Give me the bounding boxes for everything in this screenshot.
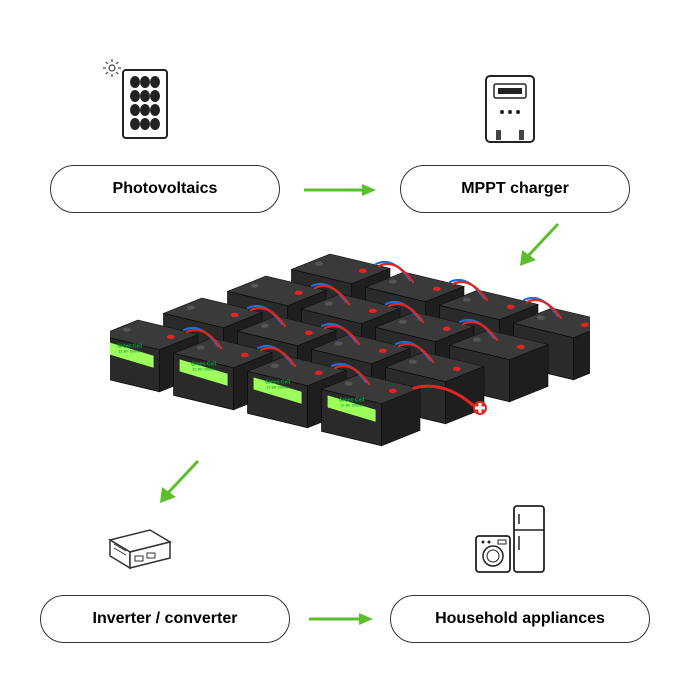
node-mppt-label: MPPT charger (461, 180, 569, 198)
svg-text:12.8V 200Ah: 12.8V 200Ah (340, 402, 363, 407)
mppt-charger-icon (480, 70, 540, 150)
arrow-bank-to-inverter (150, 455, 210, 510)
battery-bank: Green Cell12.8V 200AhGreen Cell12.8V 200… (110, 250, 590, 450)
svg-text:12.8V 200Ah: 12.8V 200Ah (118, 348, 141, 353)
solar-panel-icon (95, 55, 175, 150)
node-appliances: Household appliances (390, 595, 650, 643)
node-appliances-label: Household appliances (435, 610, 605, 628)
node-photovoltaics: Photovoltaics (50, 165, 280, 213)
inverter-icon (100, 520, 180, 575)
node-inverter: Inverter / converter (40, 595, 290, 643)
svg-text:12.8V 200Ah: 12.8V 200Ah (192, 366, 215, 371)
arrow-inverter-to-appliances (305, 609, 375, 629)
node-inverter-label: Inverter / converter (93, 610, 238, 628)
node-photovoltaics-label: Photovoltaics (113, 180, 218, 198)
svg-text:12.8V 200Ah: 12.8V 200Ah (266, 384, 289, 389)
arrow-pv-to-mppt (300, 180, 380, 200)
appliances-icon (470, 500, 555, 580)
node-mppt: MPPT charger (400, 165, 630, 213)
